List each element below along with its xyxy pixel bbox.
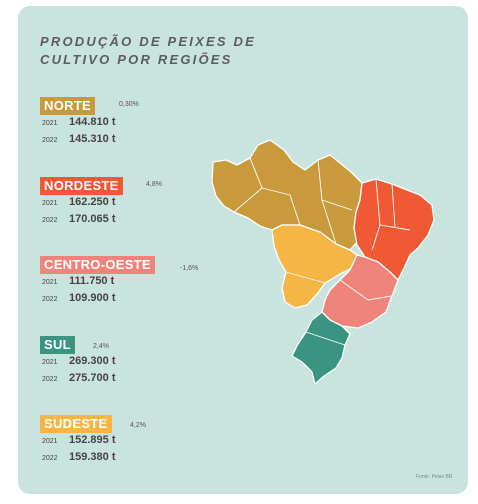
region-badge-norte: NORTE bbox=[40, 97, 95, 115]
data-row-sudeste-2022: 2022 159.380 t bbox=[40, 450, 116, 467]
page-title: PRODUÇÃO DE PEIXES DE CULTIVO POR REGIÕE… bbox=[40, 33, 300, 69]
year-label: 2022 bbox=[42, 137, 58, 144]
title-line-1: PRODUÇÃO DE PEIXES DE bbox=[40, 34, 256, 49]
year-label: 2022 bbox=[42, 376, 58, 383]
map-region-nordeste bbox=[353, 178, 435, 281]
year-label: 2022 bbox=[42, 455, 58, 462]
production-value: 145.310 t bbox=[69, 133, 116, 145]
year-label: 2021 bbox=[42, 438, 58, 445]
production-value: 159.380 t bbox=[69, 451, 116, 463]
year-label: 2022 bbox=[42, 296, 58, 303]
data-row-sudeste-2021: 2021 152.895 t bbox=[40, 433, 116, 450]
year-label: 2021 bbox=[42, 200, 58, 207]
data-row-norte-2021: 2021 144.810 t bbox=[40, 115, 115, 132]
data-row-nordeste-2022: 2022 170.065 t bbox=[40, 212, 123, 229]
region-sudeste: SUDESTE 4,2% 2021 152.895 t 2022 159.380… bbox=[40, 415, 146, 467]
year-label: 2021 bbox=[42, 279, 58, 286]
year-label: 2021 bbox=[42, 120, 58, 127]
data-row-centro-oeste-2022: 2022 109.900 t bbox=[40, 291, 155, 308]
production-value: 162.250 t bbox=[69, 196, 116, 208]
data-row-centro-oeste-2021: 2021 111.750 t bbox=[40, 274, 155, 291]
map-region-sudeste bbox=[321, 254, 399, 329]
data-row-sul-2021: 2021 269.300 t bbox=[40, 354, 115, 371]
region-centro-oeste: CENTRO-OESTE -1,6% 2021 111.750 t 2022 1… bbox=[40, 256, 198, 308]
production-value: 111.750 t bbox=[69, 275, 115, 287]
region-badge-nordeste: NORDESTE bbox=[40, 177, 123, 195]
map-region-sul bbox=[291, 311, 351, 385]
region-badge-sudeste: SUDESTE bbox=[40, 415, 112, 433]
region-change-norte: 0,30% bbox=[119, 101, 139, 108]
region-change-centro-oeste: -1,6% bbox=[180, 265, 199, 272]
region-sul: SUL 2,4% 2021 269.300 t 2022 275.700 t bbox=[40, 336, 115, 388]
year-label: 2021 bbox=[42, 359, 58, 366]
region-change-sudeste: 4,2% bbox=[130, 422, 146, 429]
region-badge-sul: SUL bbox=[40, 336, 75, 354]
data-row-nordeste-2021: 2021 162.250 t bbox=[40, 195, 123, 212]
production-value: 152.895 t bbox=[69, 434, 116, 446]
data-row-sul-2022: 2022 275.700 t bbox=[40, 371, 115, 388]
region-change-nordeste: 4,8% bbox=[146, 181, 162, 188]
title-line-2: CULTIVO POR REGIÕES bbox=[40, 52, 233, 67]
region-badge-centro-oeste: CENTRO-OESTE bbox=[40, 256, 155, 274]
production-value: 109.900 t bbox=[69, 292, 116, 304]
region-change-sul: 2,4% bbox=[93, 343, 109, 350]
region-norte: NORTE 0,30% 2021 144.810 t 2022 145.310 … bbox=[40, 97, 139, 149]
production-value: 269.300 t bbox=[69, 355, 116, 367]
year-label: 2022 bbox=[42, 217, 58, 224]
production-value: 275.700 t bbox=[69, 372, 116, 384]
production-value: 170.065 t bbox=[69, 213, 116, 225]
data-row-norte-2022: 2022 145.310 t bbox=[40, 132, 115, 149]
production-value: 144.810 t bbox=[69, 116, 116, 128]
source-note: Fonte: Peixe BR bbox=[416, 474, 453, 480]
region-nordeste: NORDESTE 4,8% 2021 162.250 t 2022 170.06… bbox=[40, 177, 162, 229]
